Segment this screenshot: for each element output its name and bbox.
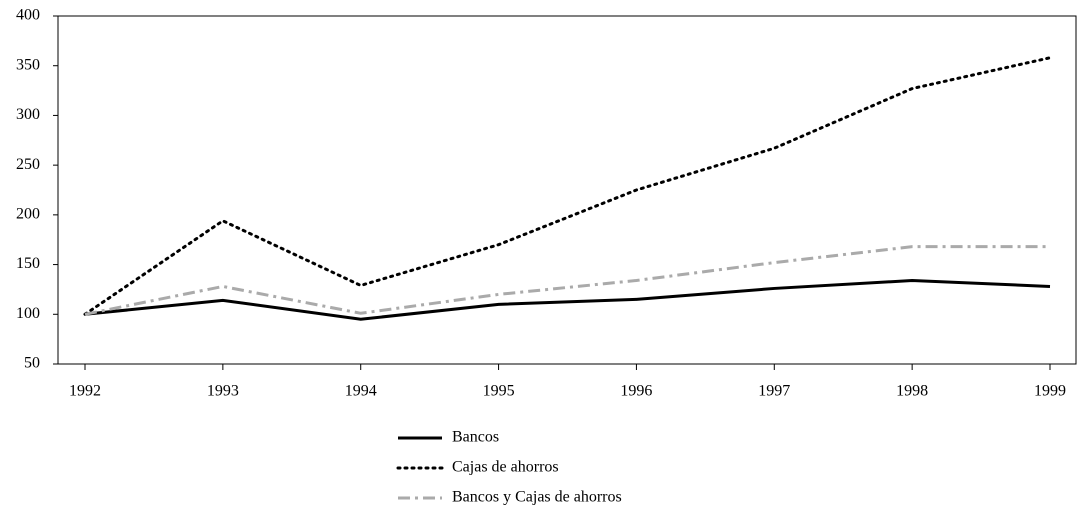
y-tick-label: 300 [16,106,40,123]
x-tick-label: 1995 [483,383,515,400]
x-tick-label: 1996 [620,383,652,400]
plot-frame [57,15,1077,365]
y-tick-label: 200 [16,206,40,223]
y-tick-label: 150 [16,255,40,272]
x-tick-label: 1994 [345,383,377,400]
y-tick-label: 400 [16,7,40,24]
y-tick-label: 100 [16,305,40,322]
x-tick-label: 1997 [758,383,790,400]
x-tick-label: 1999 [1034,383,1066,400]
x-tick-label: 1993 [207,383,239,400]
legend-label: Bancos y Cajas de ahorros [452,489,622,506]
x-tick-label: 1998 [896,383,928,400]
legend-label: Cajas de ahorros [452,459,559,476]
y-tick-label: 350 [16,56,40,73]
y-tick-label: 250 [16,156,40,173]
series-line [84,278,1051,321]
legend-label: Bancos [452,429,499,446]
series-line [83,56,1052,316]
x-tick-label: 1992 [69,383,101,400]
y-tick-label: 50 [24,355,40,372]
